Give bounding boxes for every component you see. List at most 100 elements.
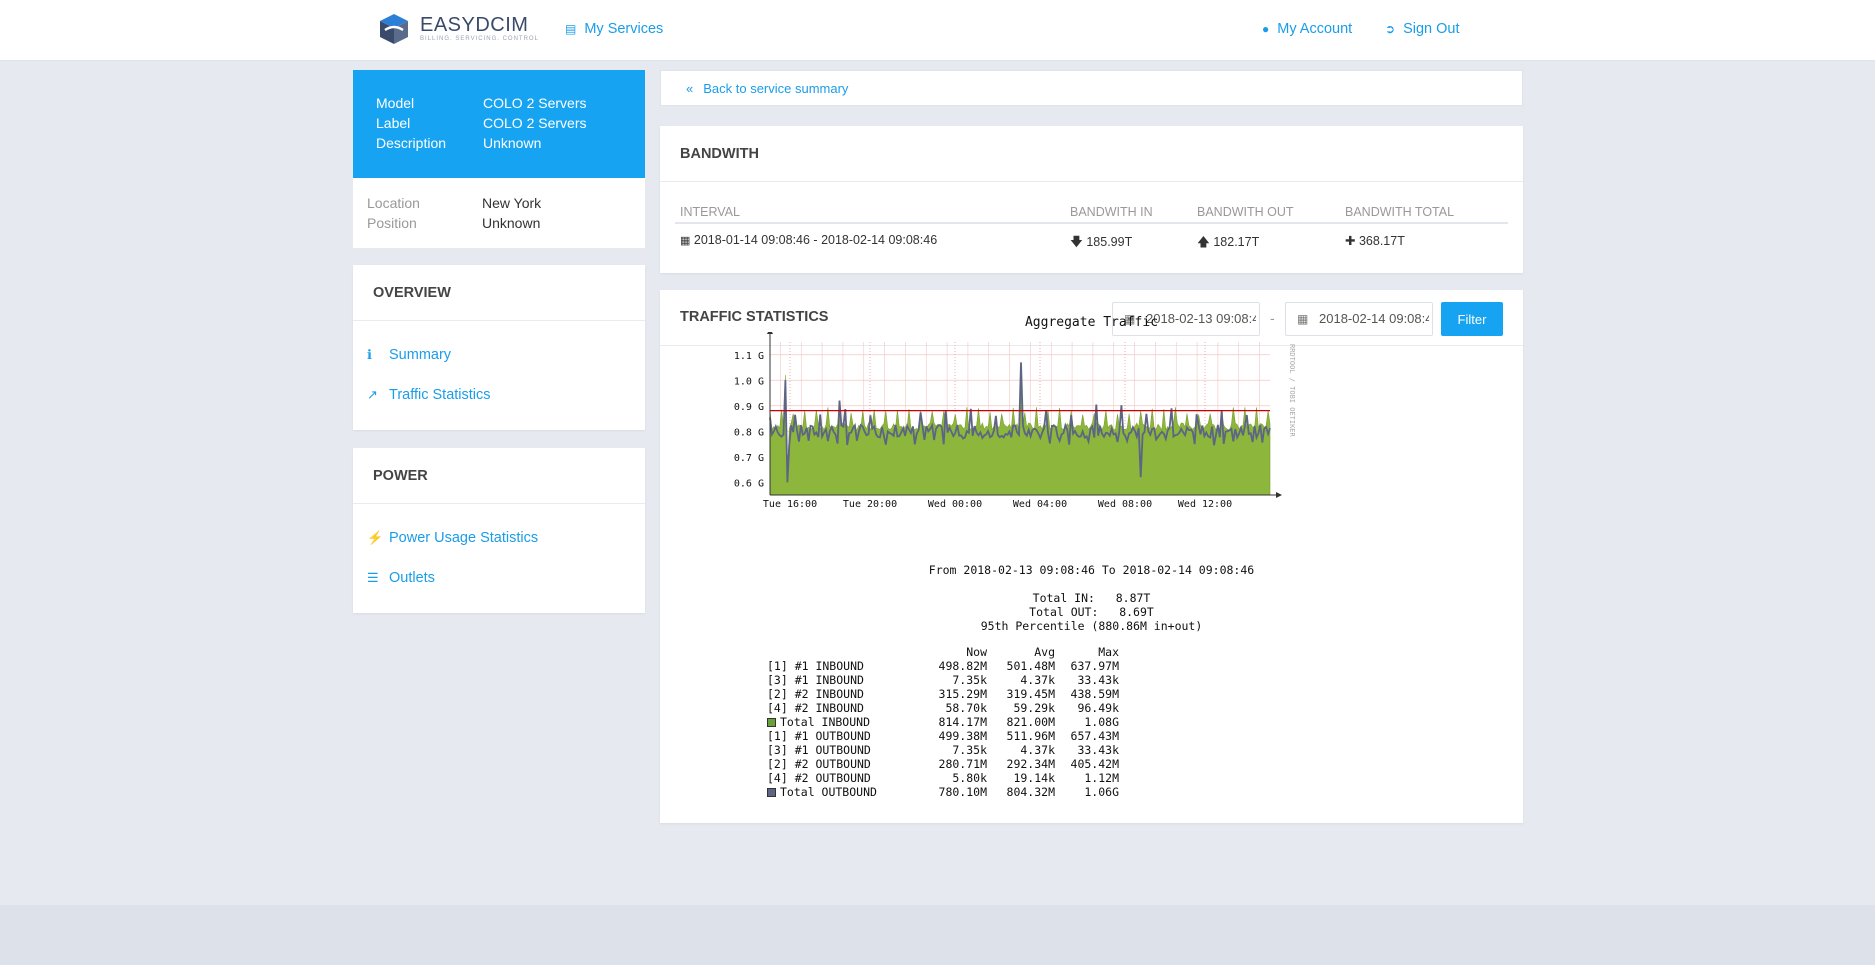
legend-avg: 4.37k	[1020, 673, 1055, 687]
legend-avg: 4.37k	[1020, 743, 1055, 757]
plus-icon: ✚	[1345, 234, 1356, 248]
traffic-statistics-card: TRAFFIC STATISTICS ▦ - ▦ Filter Aggregat…	[660, 290, 1523, 823]
sign-out-icon: ➲	[1385, 22, 1396, 36]
sidebar-item-label: Traffic Statistics	[389, 387, 491, 403]
legend-now: 499.38M	[938, 729, 987, 743]
total-out-row: Total OUT: 8.69T	[660, 605, 1523, 619]
divider	[353, 320, 645, 321]
bandwidth-out-cell: 🡅 182.17T	[1197, 233, 1259, 254]
chart-range-text: From 2018-02-13 09:08:46 To 2018-02-14 0…	[928, 563, 1255, 577]
legend-row: Total OUTBOUND 780.10M 804.32M 1.06G	[767, 785, 1119, 799]
legend-label-text: Total INBOUND	[780, 715, 871, 729]
sidebar-item-power-usage[interactable]: ⚡ Power Usage Statistics	[367, 530, 538, 546]
legend-now: 280.71M	[938, 757, 987, 771]
bandwidth-title: BANDWITH	[680, 146, 759, 162]
easydcim-logo[interactable]: EASYDCIM BILLING. SERVICING. CONTROL	[378, 12, 538, 50]
sidebar-item-traffic-statistics[interactable]: ↗ Traffic Statistics	[367, 387, 491, 403]
position-row: Position Unknown	[367, 215, 540, 231]
logo-tagline: BILLING. SERVICING. CONTROL	[420, 36, 539, 42]
sidebar-item-summary[interactable]: ℹ Summary	[367, 347, 451, 363]
page-footer	[0, 905, 1875, 965]
traffic-legend-table: Now Avg Max [1] #1 INBOUND 498.82M 501.48M…	[767, 645, 1119, 799]
legend-max: 96.49k	[1077, 701, 1119, 715]
from-date-input[interactable]	[1146, 311, 1256, 326]
x-tick-label: Wed 04:00	[1013, 499, 1067, 510]
legend-header-now: Now	[966, 645, 987, 659]
column-header-in: BANDWITH IN	[1070, 205, 1153, 219]
logo-cube-icon	[380, 14, 408, 44]
my-services-link[interactable]: ▤ My Services	[565, 21, 663, 37]
legend-row: Total INBOUND 814.17M 821.00M 1.08G	[767, 715, 1119, 729]
chart-title: Aggregate Traffic	[1024, 315, 1159, 330]
total-in-row: Total IN: 8.87T	[660, 591, 1523, 605]
from-date-input-wrap[interactable]: ▦	[1112, 302, 1260, 336]
legend-swatch	[767, 788, 776, 797]
calendar-icon: ▦	[1297, 312, 1309, 326]
legend-avg: 501.48M	[1006, 659, 1055, 673]
model-row: Model COLO 2 Servers	[376, 95, 586, 111]
calendar-icon: ▦	[680, 235, 691, 247]
legend-header-max: Max	[1098, 645, 1119, 659]
legend-now: 315.29M	[938, 687, 987, 701]
arrow-down-icon: 🡇	[1070, 235, 1083, 249]
bandwidth-in-value: 185.99T	[1086, 235, 1133, 249]
info-icon: ℹ	[367, 347, 372, 362]
user-icon: ●	[1262, 22, 1270, 36]
legend-now: 7.35k	[952, 673, 987, 687]
double-chevron-left-icon: «	[686, 81, 694, 96]
column-header-total: BANDWITH TOTAL	[1345, 205, 1455, 219]
x-tick-label: Wed 08:00	[1098, 499, 1152, 510]
legend-avg: 319.45M	[1006, 687, 1055, 701]
sidebar-item-label: Outlets	[389, 570, 435, 586]
model-value: COLO 2 Servers	[483, 95, 587, 111]
device-info-card: Model COLO 2 Servers Label COLO 2 Servers …	[353, 70, 645, 178]
legend-row: [1] #1 OUTBOUND 499.38M 511.96M 657.43M	[767, 729, 1119, 743]
back-to-summary-link[interactable]: « Back to service summary	[686, 81, 848, 96]
legend-label-text: [4] #2 OUTBOUND	[767, 771, 871, 785]
legend-swatch	[767, 718, 776, 727]
legend-label-text: Total OUTBOUND	[780, 785, 877, 799]
traffic-title: TRAFFIC STATISTICS	[680, 309, 829, 325]
legend-label: Total INBOUND	[767, 715, 927, 729]
legend-now: 5.80k	[952, 771, 987, 785]
location-value: New York	[482, 195, 542, 211]
description-value: Unknown	[483, 135, 542, 151]
sidebar-item-label: Summary	[389, 347, 452, 363]
bandwidth-total-cell: ✚ 368.17T	[1345, 233, 1405, 248]
location-key: Location	[367, 195, 420, 211]
label-row: Label COLO 2 Servers	[376, 115, 586, 131]
y-tick-label: 0.6 G	[734, 478, 764, 489]
legend-avg: 804.32M	[1006, 785, 1055, 799]
legend-label-text: [3] #1 OUTBOUND	[767, 743, 871, 757]
legend-row: [3] #1 OUTBOUND 7.35k 4.37k 33.43k	[767, 743, 1119, 757]
legend-now: 780.10M	[938, 785, 987, 799]
to-date-input[interactable]	[1319, 311, 1429, 326]
sidebar-item-outlets[interactable]: ☰ Outlets	[367, 570, 435, 586]
sign-out-link[interactable]: ➲ Sign Out	[1385, 21, 1459, 37]
legend-header-avg: Avg	[1034, 645, 1055, 659]
legend-label: [1] #1 OUTBOUND	[767, 729, 927, 743]
legend-row: [4] #2 OUTBOUND 5.80k 19.14k 1.12M	[767, 771, 1119, 785]
column-header-interval: INTERVAL	[680, 205, 740, 219]
bandwidth-total-value: 368.17T	[1358, 234, 1405, 248]
legend-avg: 511.96M	[1006, 729, 1055, 743]
legend-max: 637.97M	[1070, 659, 1119, 673]
server-list-icon: ▤	[565, 22, 577, 36]
legend-label: Total OUTBOUND	[767, 785, 927, 799]
legend-label: [4] #2 OUTBOUND	[767, 771, 927, 785]
x-axis-arrow	[1276, 492, 1282, 498]
legend-now: 498.82M	[938, 659, 987, 673]
my-account-label: My Account	[1277, 21, 1353, 37]
legend-avg: 821.00M	[1006, 715, 1055, 729]
legend-now: 814.17M	[938, 715, 987, 729]
filter-button[interactable]: Filter	[1441, 302, 1503, 336]
x-tick-label: Wed 00:00	[928, 499, 982, 510]
bandwidth-in-cell: 🡇 185.99T	[1070, 233, 1132, 254]
my-account-link[interactable]: ● My Account	[1262, 21, 1352, 37]
y-tick-label: 1.0 G	[734, 376, 764, 387]
legend-label-text: [1] #1 OUTBOUND	[767, 729, 871, 743]
legend-row: [4] #2 INBOUND 58.70k 59.29k 96.49k	[767, 701, 1119, 715]
aggregate-traffic-chart: 1.1 G 1.0 G 0.9 G 0.8 G 0.7 G 0.6 G Tue 16:00 T…	[734, 332, 1296, 510]
to-date-input-wrap[interactable]: ▦	[1285, 302, 1433, 336]
divider	[353, 503, 645, 504]
